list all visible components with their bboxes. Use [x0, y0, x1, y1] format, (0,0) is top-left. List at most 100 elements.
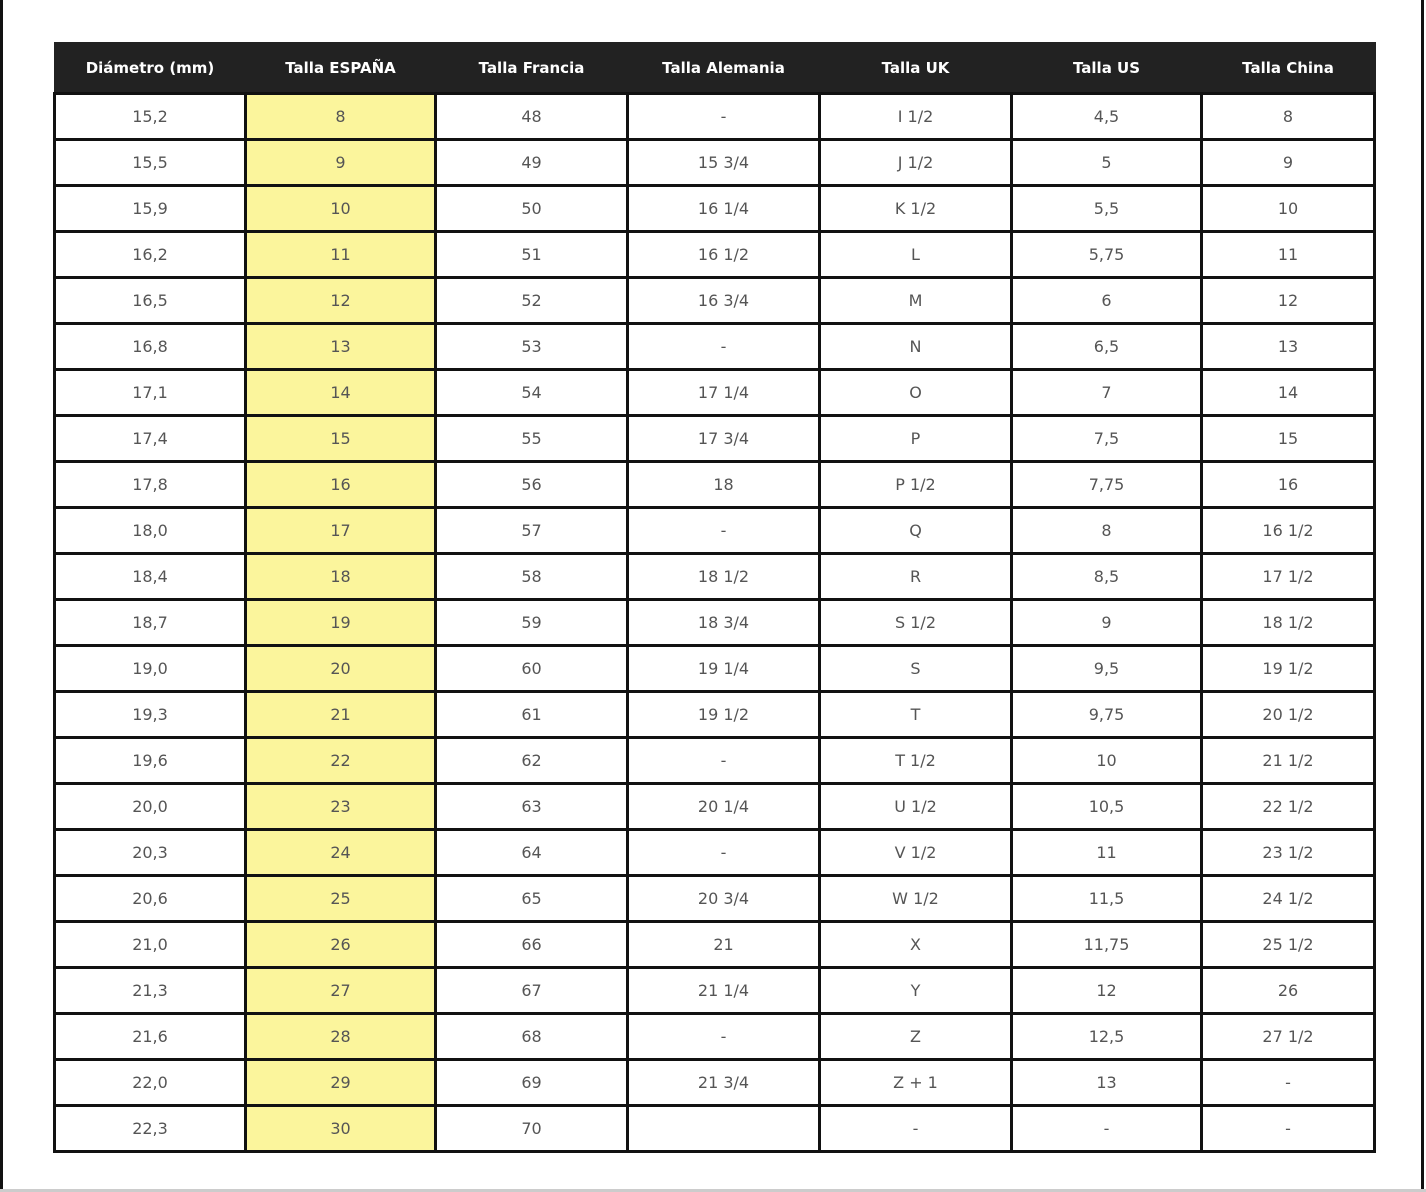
table-row: 21,0 26 66 21 X 11,75 25 1/2: [53, 920, 1376, 969]
cell-china: 21 1/2: [1200, 736, 1376, 785]
cell-france: 53: [434, 322, 629, 371]
cell-us: 11,75: [1010, 920, 1203, 969]
table-row: 22,0 29 69 21 3/4 Z + 1 13-: [53, 1058, 1376, 1107]
cell-germany: 18 3/4: [626, 598, 821, 647]
cell-uk: R: [818, 552, 1013, 601]
cell-germany: -: [626, 828, 821, 877]
cell-us: -: [1010, 1104, 1203, 1153]
cell-uk: P: [818, 414, 1013, 463]
cell-spain: 29: [244, 1058, 437, 1107]
cell-germany: -: [626, 506, 821, 555]
cell-uk: K 1/2: [818, 184, 1013, 233]
table-row: 21,3 27 67 21 1/4 Y 12 26: [53, 966, 1376, 1015]
cell-uk: O: [818, 368, 1013, 417]
cell-china: 24 1/2: [1200, 874, 1376, 923]
cell-diameter: 18,0: [53, 506, 247, 555]
cell-germany: -: [626, 736, 821, 785]
cell-spain: 14: [244, 368, 437, 417]
cell-spain: 15: [244, 414, 437, 463]
cell-china: 23 1/2: [1200, 828, 1376, 877]
cell-diameter: 18,7: [53, 598, 247, 647]
cell-us: 5,5: [1010, 184, 1203, 233]
cell-china: 9: [1200, 138, 1376, 187]
cell-us: 13: [1010, 1058, 1203, 1107]
cell-germany: -: [626, 92, 821, 141]
frame-border-left: [0, 0, 3, 1192]
cell-us: 5,75: [1010, 230, 1203, 279]
table-row: 22,3 30 70- - -: [53, 1104, 1376, 1153]
cell-us: 7,75: [1010, 460, 1203, 509]
cell-us: 8: [1010, 506, 1203, 555]
table-row: 15,5 9 49 15 3/4 J 1/2 5 9: [53, 138, 1376, 187]
table-row: 15,2 8 48- I 1/2 4,5 8: [53, 92, 1376, 141]
cell-diameter: 17,1: [53, 368, 247, 417]
cell-us: 9: [1010, 598, 1203, 647]
table-row: 21,6 28 68- Z 12,5 27 1/2: [53, 1012, 1376, 1061]
cell-china: 17 1/2: [1200, 552, 1376, 601]
cell-germany: 18 1/2: [626, 552, 821, 601]
cell-france: 70: [434, 1104, 629, 1153]
cell-germany: 19 1/4: [626, 644, 821, 693]
cell-uk: M: [818, 276, 1013, 325]
table-row: 19,0 20 60 19 1/4 S 9,5 19 1/2: [53, 644, 1376, 693]
cell-spain: 20: [244, 644, 437, 693]
cell-spain: 11: [244, 230, 437, 279]
cell-diameter: 21,6: [53, 1012, 247, 1061]
table-row: 17,8 16 56 18 P 1/2 7,75 16: [53, 460, 1376, 509]
cell-uk: W 1/2: [818, 874, 1013, 923]
cell-spain: 23: [244, 782, 437, 831]
cell-spain: 13: [244, 322, 437, 371]
cell-us: 6,5: [1010, 322, 1203, 371]
cell-diameter: 19,3: [53, 690, 247, 739]
column-header-china: Talla China: [1200, 42, 1376, 95]
cell-china: 22 1/2: [1200, 782, 1376, 831]
cell-spain: 10: [244, 184, 437, 233]
cell-china: 16 1/2: [1200, 506, 1376, 555]
cell-france: 50: [434, 184, 629, 233]
cell-germany: 21 3/4: [626, 1058, 821, 1107]
cell-france: 59: [434, 598, 629, 647]
cell-diameter: 22,0: [53, 1058, 247, 1107]
column-header-uk: Talla UK: [818, 42, 1013, 95]
cell-germany: 16 3/4: [626, 276, 821, 325]
cell-us: 11,5: [1010, 874, 1203, 923]
cell-france: 52: [434, 276, 629, 325]
table-row: 16,5 12 52 16 3/4 M 6 12: [53, 276, 1376, 325]
cell-us: 5: [1010, 138, 1203, 187]
cell-us: 6: [1010, 276, 1203, 325]
cell-germany: 21 1/4: [626, 966, 821, 1015]
cell-us: 4,5: [1010, 92, 1203, 141]
cell-germany: 16 1/2: [626, 230, 821, 279]
column-header-france: Talla Francia: [434, 42, 629, 95]
cell-diameter: 18,4: [53, 552, 247, 601]
cell-france: 65: [434, 874, 629, 923]
cell-france: 66: [434, 920, 629, 969]
cell-us: 7,5: [1010, 414, 1203, 463]
cell-france: 58: [434, 552, 629, 601]
table-row: 20,6 25 65 20 3/4 W 1/2 11,5 24 1/2: [53, 874, 1376, 923]
cell-us: 10,5: [1010, 782, 1203, 831]
cell-spain: 26: [244, 920, 437, 969]
cell-spain: 19: [244, 598, 437, 647]
cell-uk: Q: [818, 506, 1013, 555]
cell-uk: Z + 1: [818, 1058, 1013, 1107]
cell-china: 16: [1200, 460, 1376, 509]
cell-uk: I 1/2: [818, 92, 1013, 141]
cell-us: 7: [1010, 368, 1203, 417]
cell-germany: -: [626, 1012, 821, 1061]
cell-spain: 16: [244, 460, 437, 509]
cell-china: 26: [1200, 966, 1376, 1015]
cell-china: 20 1/2: [1200, 690, 1376, 739]
cell-diameter: 20,0: [53, 782, 247, 831]
cell-germany: 20 1/4: [626, 782, 821, 831]
cell-france: 63: [434, 782, 629, 831]
cell-diameter: 16,5: [53, 276, 247, 325]
cell-france: 64: [434, 828, 629, 877]
cell-spain: 27: [244, 966, 437, 1015]
cell-uk: T: [818, 690, 1013, 739]
cell-china: -: [1200, 1104, 1376, 1153]
cell-us: 8,5: [1010, 552, 1203, 601]
cell-germany: 17 1/4: [626, 368, 821, 417]
cell-spain: 9: [244, 138, 437, 187]
cell-us: 10: [1010, 736, 1203, 785]
